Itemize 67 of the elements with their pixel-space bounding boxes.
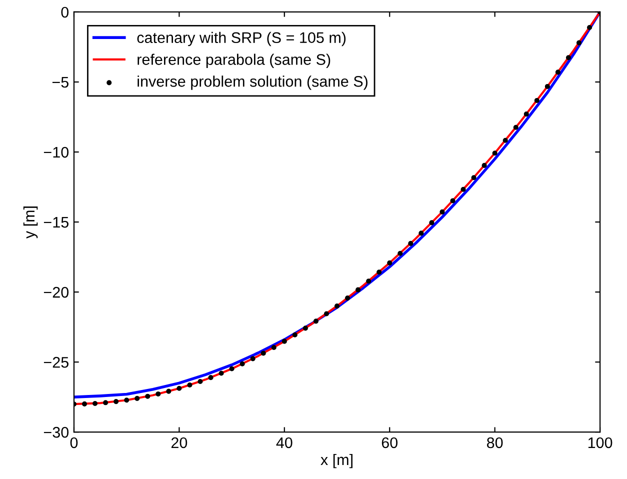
point: [356, 287, 361, 292]
point: [324, 311, 330, 316]
point: [92, 400, 98, 406]
point: [524, 112, 529, 117]
point: [387, 260, 392, 266]
point: [534, 98, 540, 104]
x-tick-label: 40: [276, 437, 292, 448]
x-axis-title: x [m]: [320, 454, 352, 468]
point: [198, 378, 203, 384]
y-tick-label: 0: [61, 6, 69, 18]
point: [260, 350, 266, 356]
y-tick-label: −15: [44, 217, 68, 228]
y-tick-label: −5: [52, 77, 68, 88]
point: [82, 401, 88, 406]
legend-label: inverse problem solution (same S): [138, 76, 368, 90]
x-tick-label: 100: [588, 437, 612, 448]
point: [586, 24, 592, 30]
point: [376, 270, 382, 275]
x-tick-label: 80: [486, 437, 503, 448]
point: [103, 400, 108, 406]
point: [502, 138, 508, 143]
point: [408, 240, 414, 246]
point: [282, 338, 287, 344]
legend-label: catenary with SRP (S = 105 m): [137, 32, 346, 46]
point: [418, 230, 424, 236]
point: [156, 391, 161, 397]
point: [460, 186, 466, 192]
point: [208, 375, 214, 380]
point: [250, 356, 256, 362]
x-tick-label: 20: [171, 437, 188, 448]
point: [429, 220, 434, 226]
y-tick-label: −10: [44, 146, 69, 158]
point: [544, 84, 550, 89]
point: [292, 332, 298, 338]
y-tick-label: −25: [44, 356, 68, 368]
y-axis-title: y [m]: [23, 206, 38, 239]
point: [566, 55, 572, 60]
y-tick-label: −20: [44, 286, 69, 298]
point: [440, 209, 445, 214]
point: [471, 175, 476, 180]
point: [345, 296, 350, 301]
point: [187, 382, 192, 388]
point: [492, 150, 498, 156]
point: [334, 304, 340, 309]
point: [482, 162, 487, 168]
point: [134, 396, 140, 401]
point: [176, 386, 182, 391]
point: [124, 398, 130, 403]
point: [166, 388, 172, 394]
point: [229, 366, 234, 372]
point: [366, 278, 372, 284]
point: [218, 370, 224, 376]
point: [555, 70, 560, 75]
point: [398, 250, 403, 256]
point: [271, 344, 276, 350]
point: [576, 40, 582, 46]
point: [114, 399, 119, 404]
point: [450, 198, 456, 204]
legend-label: reference parabola (same S): [138, 54, 330, 68]
point: [313, 318, 319, 324]
point: [240, 361, 245, 366]
x-tick-label: 60: [382, 437, 398, 448]
y-tick-label: −30: [44, 426, 69, 438]
point: [302, 326, 308, 331]
point: [513, 124, 518, 130]
x-tick-label: 0: [70, 437, 78, 448]
point: [145, 394, 150, 399]
